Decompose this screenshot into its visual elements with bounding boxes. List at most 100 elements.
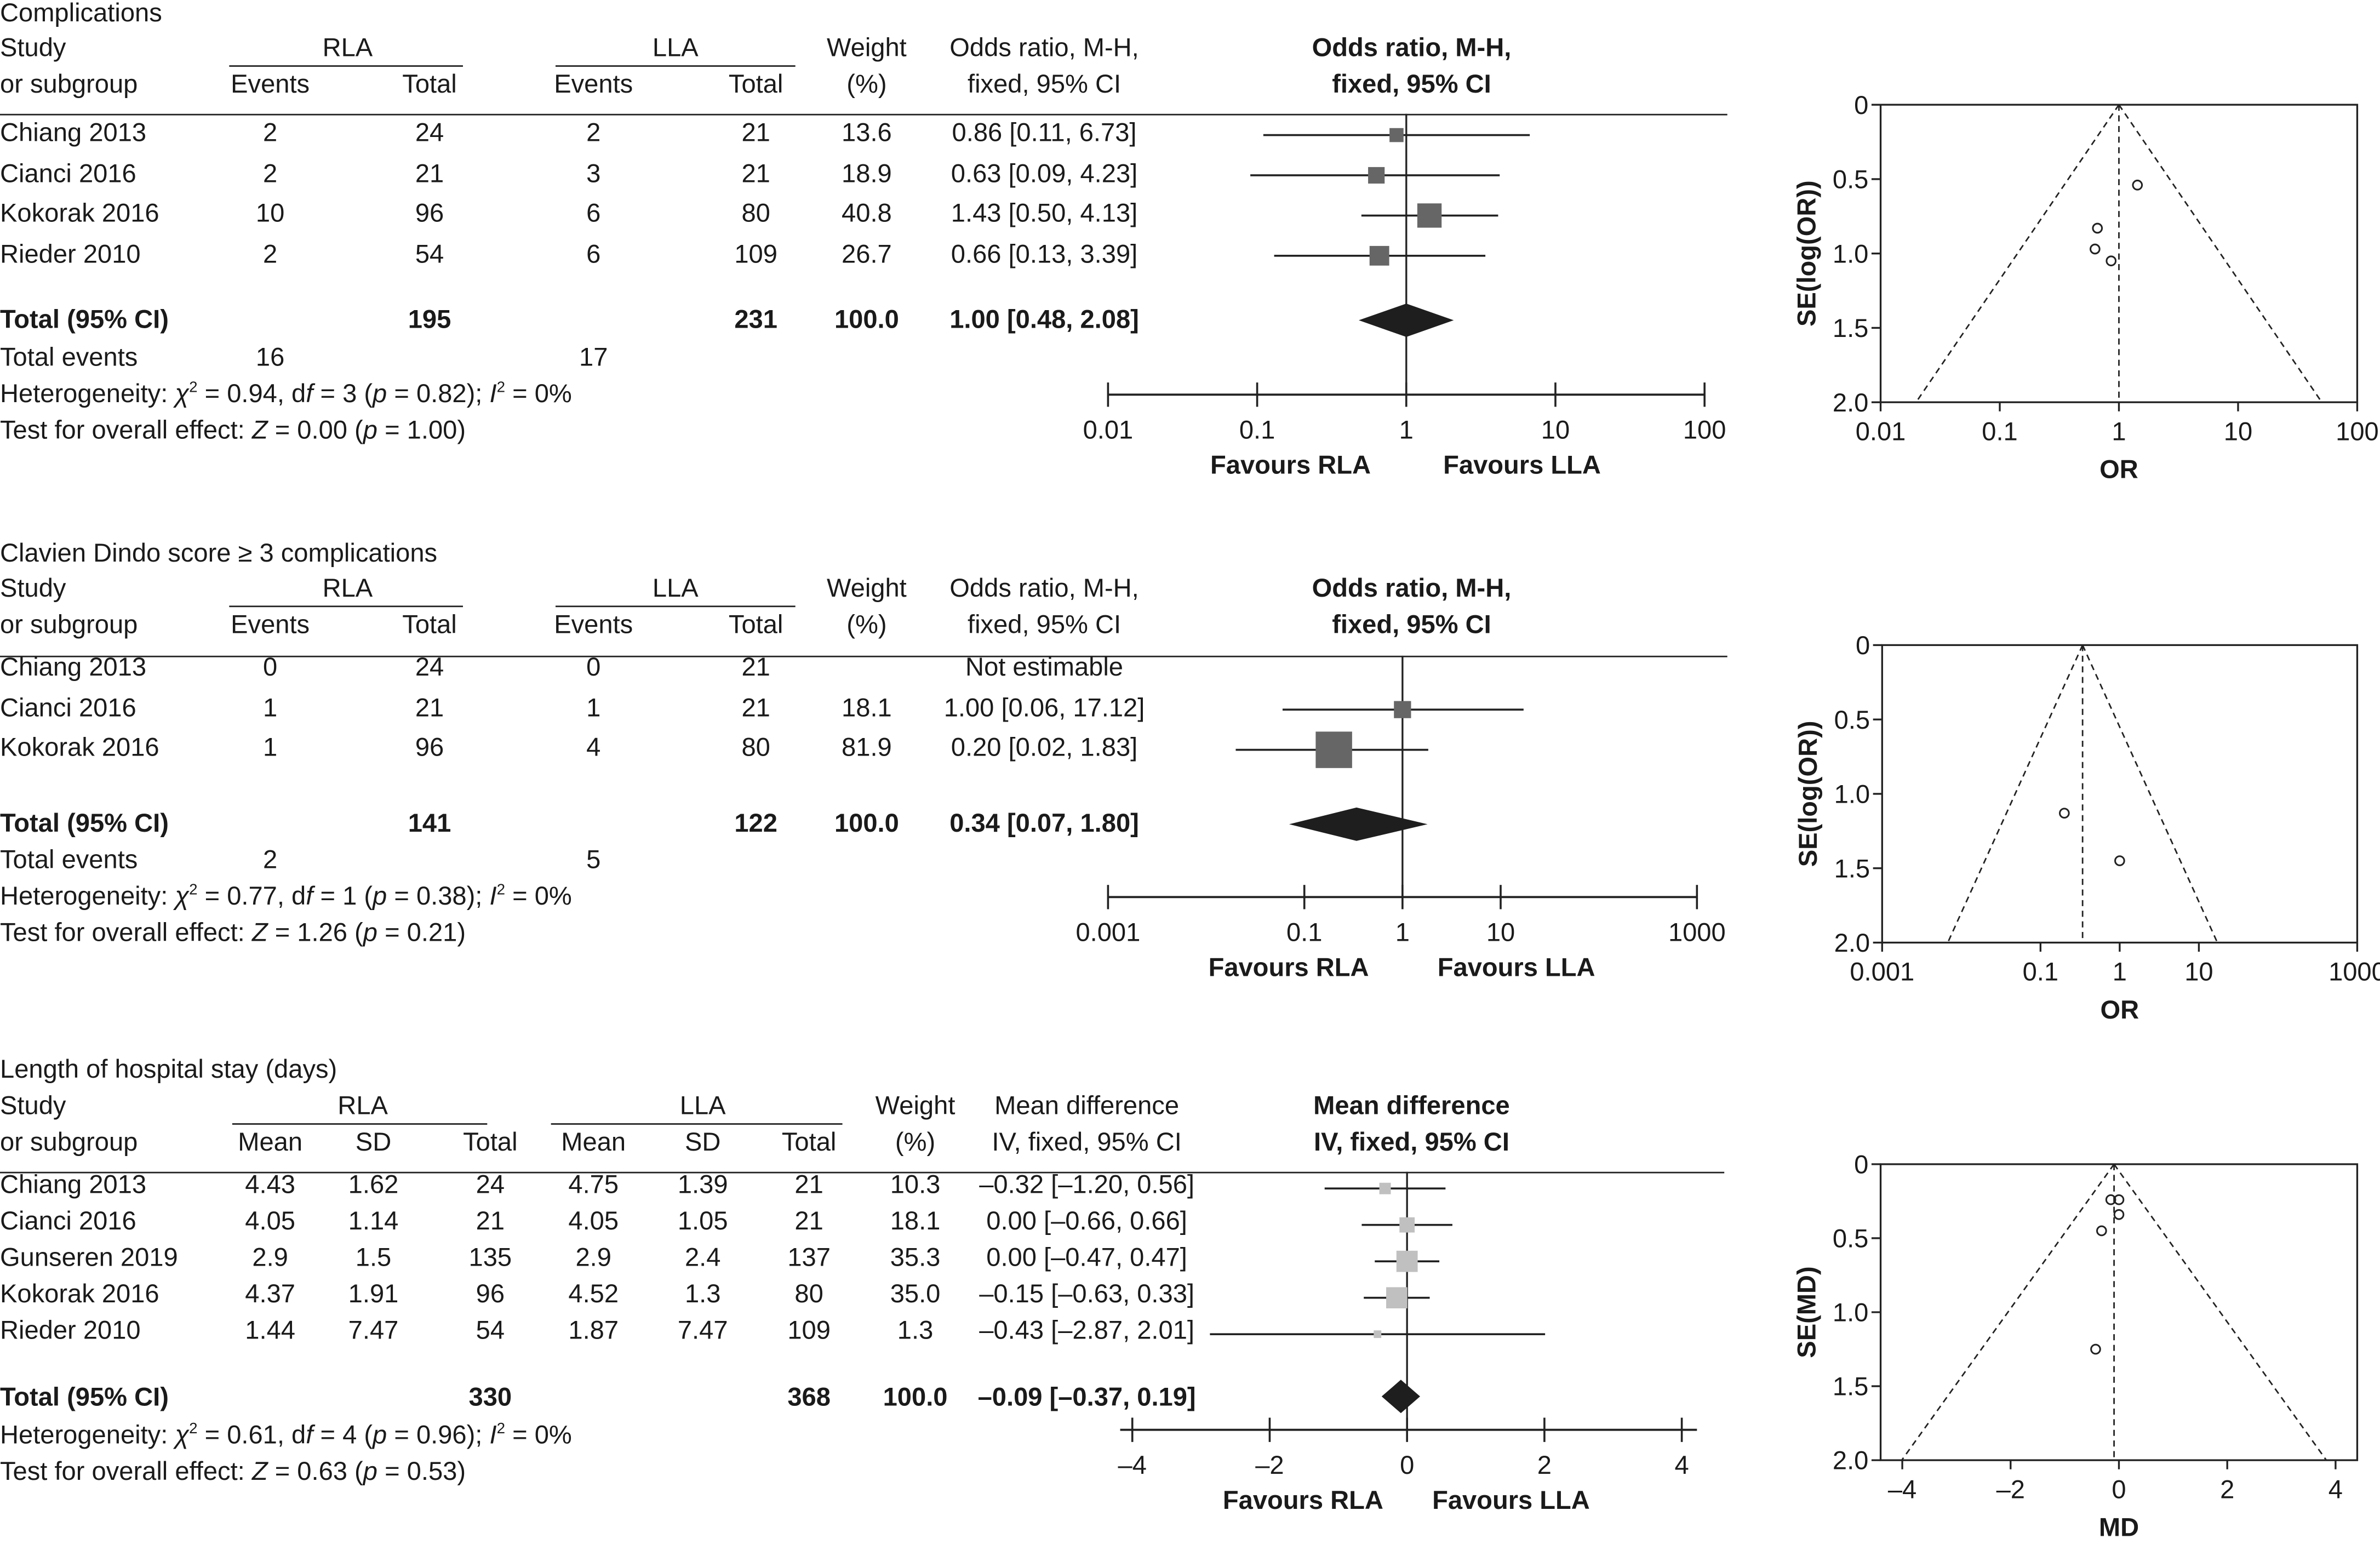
table-cell: 4 — [586, 733, 601, 762]
text-run: = 0.21) — [377, 918, 466, 947]
study-estimate-marker — [1386, 1287, 1408, 1309]
study-point — [2106, 255, 2117, 267]
text-run: 2 — [496, 380, 506, 397]
study-name: Kokorak 2016 — [0, 733, 159, 762]
effect-ci-cell: 0.00 [–0.47, 0.47] — [986, 1243, 1187, 1272]
text-run: χ — [175, 379, 190, 409]
table-cell: 1.91 — [348, 1279, 399, 1309]
table-cell: 10 — [255, 198, 285, 228]
plot-header: Odds ratio, M-H, — [1312, 33, 1512, 62]
table-cell: 4.37 — [245, 1279, 295, 1309]
header-rule — [0, 655, 1727, 657]
y-tick-label: 0.5 — [1833, 1224, 1868, 1253]
col-header: Total — [728, 610, 783, 639]
study-name: Kokorak 2016 — [0, 198, 159, 228]
group1-header: RLA — [322, 574, 373, 603]
total-events-label: Total events — [0, 845, 138, 874]
x-tick-label: 4 — [1675, 1450, 1689, 1479]
favours-right-label: Favours LLA — [1443, 450, 1601, 479]
overall-effect-text: Test for overall effect: Z = 0.63 (p = 0… — [0, 1457, 466, 1488]
col-header-effect: fixed, 95% CI — [967, 70, 1122, 99]
funnel-limit-left — [1915, 104, 2120, 403]
x-tick-label: 0.1 — [1286, 918, 1322, 947]
header-rule — [0, 1171, 1725, 1174]
text-run: f — [306, 379, 313, 409]
study-point — [2113, 1194, 2125, 1205]
table-cell: 21 — [741, 653, 770, 682]
table-cell: 2 — [263, 239, 278, 268]
effect-ci-cell: 0.00 [–0.66, 0.66] — [986, 1206, 1187, 1236]
total-weight: 100.0 — [883, 1382, 948, 1412]
table-cell: 1.5 — [355, 1243, 392, 1272]
weight-cell: 10.3 — [890, 1170, 941, 1199]
study-estimate-marker — [1369, 245, 1389, 266]
text-run: χ — [175, 1421, 190, 1450]
col-header-study: Study — [0, 1091, 66, 1120]
col-header-effect: IV, fixed, 95% CI — [992, 1128, 1182, 1157]
col-header: Total — [402, 70, 457, 99]
col-header-effect: fixed, 95% CI — [967, 610, 1122, 639]
funnel-plot: 0 0.5 1.0 1.5 2.00.001 0.1 1 10 1000 OR SE(log(OR)… — [1793, 631, 2380, 1024]
table-cell: 96 — [415, 198, 444, 228]
text-run: f — [306, 882, 313, 911]
col-header-subgroup: or subgroup — [0, 610, 138, 639]
col-header-weight: Weight — [827, 33, 907, 62]
funnel-limit-right — [2118, 104, 2322, 403]
effect-ci-cell: 0.20 [0.02, 1.83] — [951, 733, 1138, 762]
study-name: Rieder 2010 — [0, 239, 141, 268]
study-point — [2090, 243, 2101, 255]
x-tick-label: 0.1 — [1239, 415, 1275, 444]
col-header: Total — [402, 610, 457, 639]
text-run: p — [363, 1457, 378, 1486]
funnel-limit-right — [2081, 644, 2218, 943]
table-cell: 1 — [263, 733, 278, 762]
col-header: Mean — [238, 1128, 303, 1157]
study-estimate-marker — [1315, 731, 1352, 768]
table-cell: 21 — [476, 1206, 505, 1236]
x-tick-label: 100 — [2336, 416, 2379, 445]
col-header-weight: (%) — [846, 610, 887, 639]
weight-cell: 81.9 — [842, 733, 892, 762]
funnel-limit-left — [1901, 1164, 2115, 1461]
col-header-weight: (%) — [846, 70, 887, 99]
study-estimate-marker — [1394, 701, 1411, 718]
table-cell: 21 — [415, 158, 444, 188]
effect-ci-cell: 0.66 [0.13, 3.39] — [951, 239, 1138, 268]
total-g1: 330 — [468, 1382, 512, 1412]
table-cell: 109 — [734, 239, 777, 268]
table-cell: 135 — [468, 1243, 512, 1272]
table-cell: 4.05 — [245, 1206, 295, 1236]
table-cell: 4.43 — [245, 1170, 295, 1199]
x-tick-label: 10 — [1541, 415, 1570, 444]
heterogeneity-text: Heterogeneity: χ2 = 0.77, df = 1 (p = 0.… — [0, 882, 572, 912]
table-cell: 109 — [787, 1315, 831, 1345]
x-tick-label: 0 — [1400, 1450, 1414, 1479]
weight-cell: 18.1 — [890, 1206, 941, 1236]
col-header: Total — [781, 1128, 837, 1157]
x-tick-label: 10 — [1486, 918, 1515, 947]
total-g2: 368 — [787, 1382, 831, 1412]
col-header-weight: (%) — [895, 1128, 936, 1157]
text-run: I — [489, 379, 497, 409]
x-tick-label: 1 — [2113, 957, 2127, 986]
text-run: I — [489, 882, 497, 911]
text-run: = 0.63 ( — [267, 1457, 363, 1486]
table-cell: 1.05 — [677, 1206, 728, 1236]
forest-plot: 0.01 0.1 1 10 100 Favours RLA Favours LLA — [1083, 113, 1726, 479]
study-point — [2105, 1194, 2116, 1205]
table-cell: 2.9 — [252, 1243, 288, 1272]
x-tick-label: 1 — [2112, 416, 2126, 445]
table-cell: 2 — [586, 118, 601, 147]
text-run: p — [373, 379, 387, 409]
table-cell: 4.52 — [568, 1279, 619, 1309]
total-g2: 122 — [734, 809, 777, 838]
forest-plot: –4 –2 0 2 4 Favours RLA Favours LLA — [1118, 1171, 1697, 1514]
x-tick-label: 2 — [1537, 1450, 1552, 1479]
total-events-g2: 5 — [586, 845, 601, 874]
col-header-subgroup: or subgroup — [0, 1128, 138, 1157]
y-axis-title: SE(log(OR)) — [1793, 721, 1822, 867]
y-tick-label: 1.0 — [1834, 780, 1870, 809]
funnel-plot: 0 0.5 1.0 1.5 2.0 –4 –2 0 2 4 MD SE(MD) — [1792, 1150, 2359, 1542]
table-cell: 24 — [476, 1170, 505, 1199]
group2-header: LLA — [652, 33, 699, 62]
